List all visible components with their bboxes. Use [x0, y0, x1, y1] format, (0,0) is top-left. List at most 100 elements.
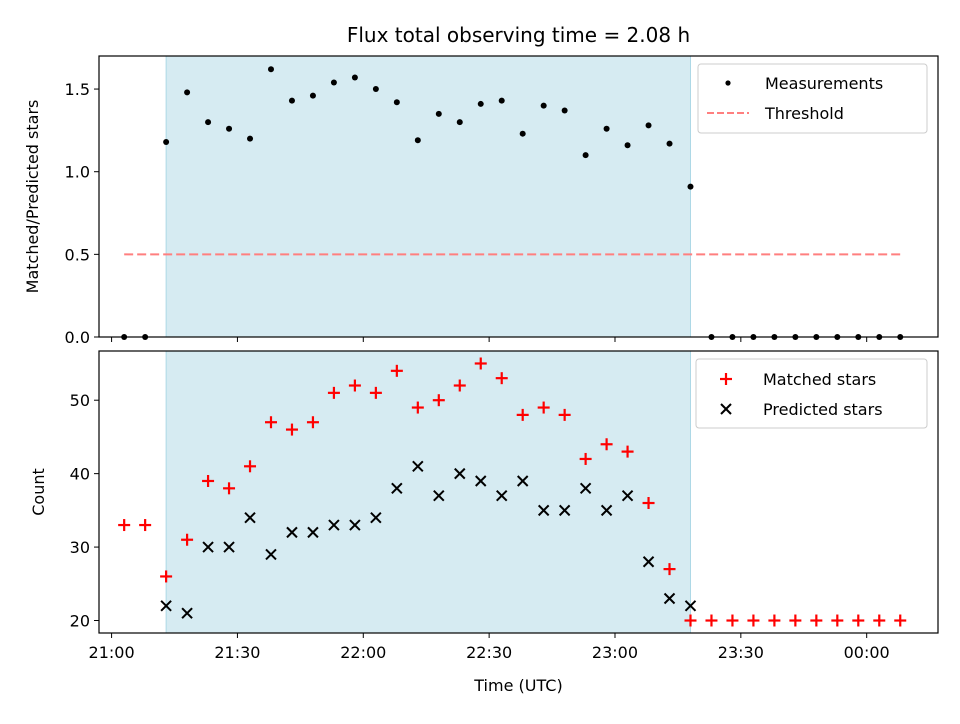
matched-star-point: [474, 357, 487, 370]
legend-measurements-marker: [725, 80, 731, 86]
predicted-x-stroke: [412, 460, 424, 473]
matched-star-point: [894, 614, 907, 627]
predicted-x-stroke: [558, 504, 571, 517]
measurement-point: [561, 107, 568, 114]
predicted-star-point: [537, 504, 550, 517]
predicted-x-stroke: [621, 489, 634, 502]
bottom-y-axis-label: Count: [29, 468, 48, 516]
predicted-x-stroke: [663, 592, 676, 605]
measurement-point: [645, 122, 652, 129]
top-legend-box: [697, 63, 928, 134]
measurement-point: [205, 119, 212, 126]
bottom-legend-box: [695, 358, 928, 429]
matched-star-point: [264, 416, 277, 429]
top-axes-frame: [98, 55, 939, 338]
legend-threshold-label: Threshold: [764, 104, 844, 123]
measurement-point: [288, 97, 295, 104]
matched-star-point: [621, 445, 634, 458]
predicted-x-stroke: [496, 489, 508, 502]
bottom-y-tick-label: 30: [70, 538, 90, 557]
top-y-tick-label: 1.5: [65, 80, 90, 99]
x-tick-label: 21:30: [214, 643, 260, 662]
matched-star-point: [642, 497, 655, 510]
predicted-x-stroke: [433, 489, 445, 502]
predicted-x-stroke: [349, 519, 361, 531]
legend-matched-label: Matched stars: [763, 370, 876, 389]
matched-star-point: [537, 401, 550, 414]
measurement-point: [393, 99, 400, 106]
measurement-point: [624, 142, 631, 149]
matched-star-point: [285, 423, 298, 436]
matched-star-point: [139, 519, 152, 532]
measurement-point: [372, 86, 379, 93]
predicted-star-point: [663, 592, 676, 605]
x-tick-label: 23:00: [592, 643, 638, 662]
matched-star-point: [663, 563, 676, 576]
matched-star-point: [831, 614, 844, 627]
matched-star-point: [223, 482, 236, 495]
matched-star-point: [852, 614, 865, 627]
predicted-x-stroke: [579, 482, 592, 495]
measurement-point: [163, 138, 170, 145]
predicted-x-stroke: [537, 504, 550, 517]
predicted-star-point: [475, 475, 487, 487]
predicted-star-point: [223, 541, 235, 553]
predicted-star-point: [600, 504, 613, 517]
legend-measurements-label: Measurements: [765, 74, 883, 93]
matched-star-point: [432, 394, 445, 407]
matched-star-point: [202, 474, 215, 487]
matched-star-point: [516, 408, 529, 421]
predicted-star-point: [286, 526, 298, 539]
matched-star-point: [684, 614, 697, 627]
measurement-point: [226, 125, 233, 132]
measurement-point: [435, 110, 442, 117]
measurement-point: [351, 74, 358, 81]
top-y-tick-label: 0.5: [65, 245, 90, 264]
matched-star-point: [873, 614, 886, 627]
matched-star-point: [369, 386, 382, 399]
predicted-x-stroke: [475, 475, 487, 487]
predicted-star-point: [307, 526, 319, 539]
predicted-star-point: [370, 511, 382, 524]
matched-star-point: [705, 614, 718, 627]
matched-star-point: [579, 452, 592, 465]
measurement-point: [456, 119, 463, 126]
legend-predicted-label: Predicted stars: [763, 400, 883, 419]
predicted-star-point: [621, 489, 634, 502]
predicted-star-point: [558, 504, 571, 517]
matched-star-point: [453, 379, 466, 392]
predicted-star-point: [391, 482, 403, 495]
measurement-point: [519, 130, 526, 137]
predicted-star-point: [181, 607, 193, 619]
matched-star-point: [600, 438, 613, 451]
measurement-point: [498, 97, 505, 104]
x-tick-label: 22:30: [466, 643, 512, 662]
matched-star-point: [810, 614, 823, 627]
measurement-point: [267, 66, 274, 73]
bottom-axes-frame: [98, 350, 939, 634]
top-observing-window: [165, 55, 691, 338]
predicted-star-point: [684, 600, 697, 612]
predicted-star-point: [349, 519, 361, 531]
bottom-y-tick-label: 40: [70, 465, 90, 484]
predicted-star-point: [516, 475, 529, 487]
predicted-x-stroke: [160, 600, 172, 612]
matched-star-point: [160, 570, 173, 583]
matched-star-point: [789, 614, 802, 627]
matched-star-point: [244, 460, 257, 473]
top-y-axis-label: Matched/Predicted stars: [23, 100, 42, 294]
predicted-x-stroke: [202, 541, 214, 553]
x-tick-label: 23:30: [718, 643, 764, 662]
predicted-x-stroke: [328, 519, 340, 531]
top-legend: Measurements Threshold: [697, 63, 928, 134]
predicted-star-point: [160, 600, 172, 612]
top-y-tick-label: 1.0: [65, 163, 90, 182]
predicted-star-point: [433, 489, 445, 502]
matched-star-point: [327, 386, 340, 399]
matched-star-point: [768, 614, 781, 627]
measurement-point: [687, 183, 694, 190]
measurement-point: [477, 100, 484, 107]
x-tick-label: 00:00: [844, 643, 890, 662]
matched-star-point: [348, 379, 361, 392]
